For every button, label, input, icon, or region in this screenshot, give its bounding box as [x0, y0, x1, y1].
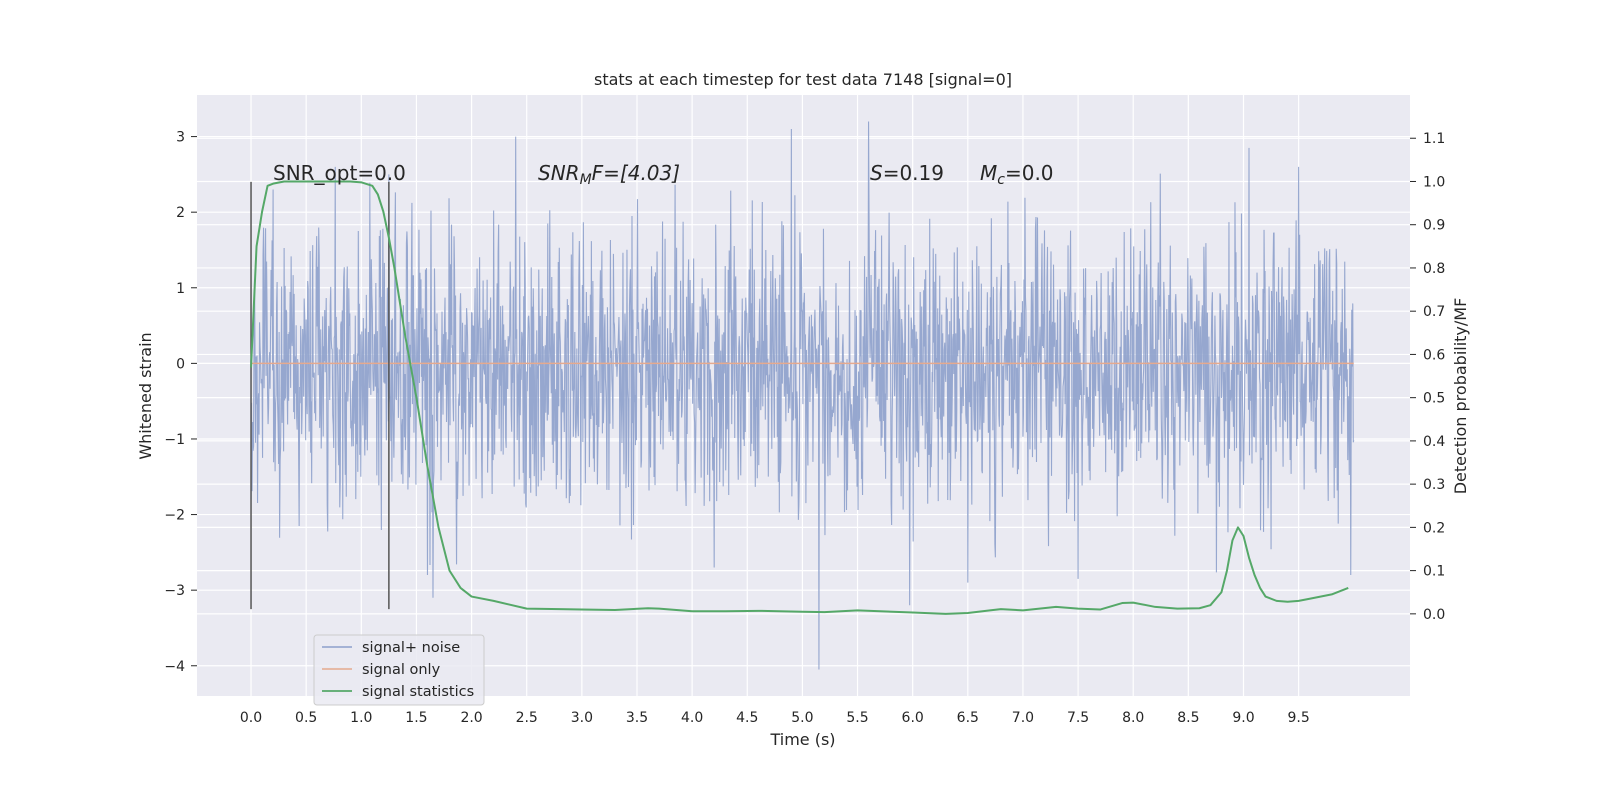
axes: 0.0 0.5 1.0 1.5 2.0 2.5 3.0 3.5 4.0 4.5 5.0 5.5 6.0 6… [164, 130, 1445, 726]
x-tick-label: 7.0 [1012, 710, 1034, 726]
x-tick-label: 3.5 [626, 710, 648, 726]
x-tick-label: 8.5 [1177, 710, 1199, 726]
y-tick-label: 3 [176, 130, 185, 146]
x-tick-label: 0.5 [295, 710, 317, 726]
y2-tick-label: 0.0 [1423, 607, 1445, 623]
x-tick-label: 5.5 [846, 710, 868, 726]
legend: signal+ noise signal only signal statist… [313, 634, 485, 706]
y2-tick-label: 0.2 [1423, 520, 1445, 536]
x-tick-label: 4.0 [681, 710, 703, 726]
chart-title: stats at each timestep for test data 714… [594, 70, 1012, 89]
y2-tick-label: 0.7 [1423, 304, 1445, 320]
y2-tick-label: 0.1 [1423, 564, 1445, 580]
x-tick-label: 6.5 [957, 710, 979, 726]
y2-tick-label: 0.9 [1423, 218, 1445, 234]
legend-label-signal-statistics: signal statistics [362, 684, 474, 700]
annotation-mc: Mc=0.0 [980, 161, 1054, 188]
series-signal-statistics [250, 180, 1349, 615]
y-tick-label: −1 [164, 432, 185, 448]
y-tick-label: 0 [176, 356, 185, 372]
y2-tick-label: 0.4 [1423, 434, 1445, 450]
x-tick-label: 0.0 [240, 710, 262, 726]
y2-tick-label: 1.0 [1423, 174, 1445, 190]
annotation-s: S=0.19 [870, 161, 944, 185]
x-tick-label: 6.0 [902, 710, 924, 726]
annotation-snr-mf: SNRMF=[4.03] [538, 161, 680, 188]
legend-box [313, 634, 485, 706]
x-axis-label: Time (s) [769, 730, 835, 749]
y2-tick-label: 0.5 [1423, 391, 1445, 407]
x-tick-label: 4.5 [736, 710, 758, 726]
x-tick-label: 1.5 [405, 710, 427, 726]
x-tick-label: 5.0 [791, 710, 813, 726]
x-tick-label: 9.0 [1232, 710, 1254, 726]
annotation-snr-opt: SNR_opt=0.0 [273, 161, 406, 185]
x-tick-label: 3.0 [571, 710, 593, 726]
y2-tick-label: 0.8 [1423, 261, 1445, 277]
y-tick-label: −4 [164, 659, 185, 675]
y-tick-label: 2 [176, 205, 185, 221]
y2-tick-label: 0.3 [1423, 477, 1445, 493]
y2-tick-label: 0.6 [1423, 347, 1445, 363]
legend-label-signal-only: signal only [362, 662, 441, 678]
x-tick-label: 1.0 [350, 710, 372, 726]
series-signal-noise [250, 121, 1355, 670]
y-axis-label: Whitened strain [136, 332, 155, 459]
legend-label-signal-noise: signal+ noise [362, 640, 460, 656]
x-tick-label: 8.0 [1122, 710, 1144, 726]
x-tick-label: 7.5 [1067, 710, 1089, 726]
y-tick-label: −2 [164, 508, 185, 524]
y-tick-label: 1 [176, 281, 185, 297]
x-tick-label: 9.5 [1287, 710, 1309, 726]
x-tick-label: 2.5 [516, 710, 538, 726]
y2-tick-label: 1.1 [1423, 131, 1445, 147]
x-tick-label: 2.0 [460, 710, 482, 726]
y2-axis-label: Detection probability/MF [1451, 298, 1470, 495]
plot-area [250, 121, 1355, 670]
y-tick-label: −3 [164, 583, 185, 599]
